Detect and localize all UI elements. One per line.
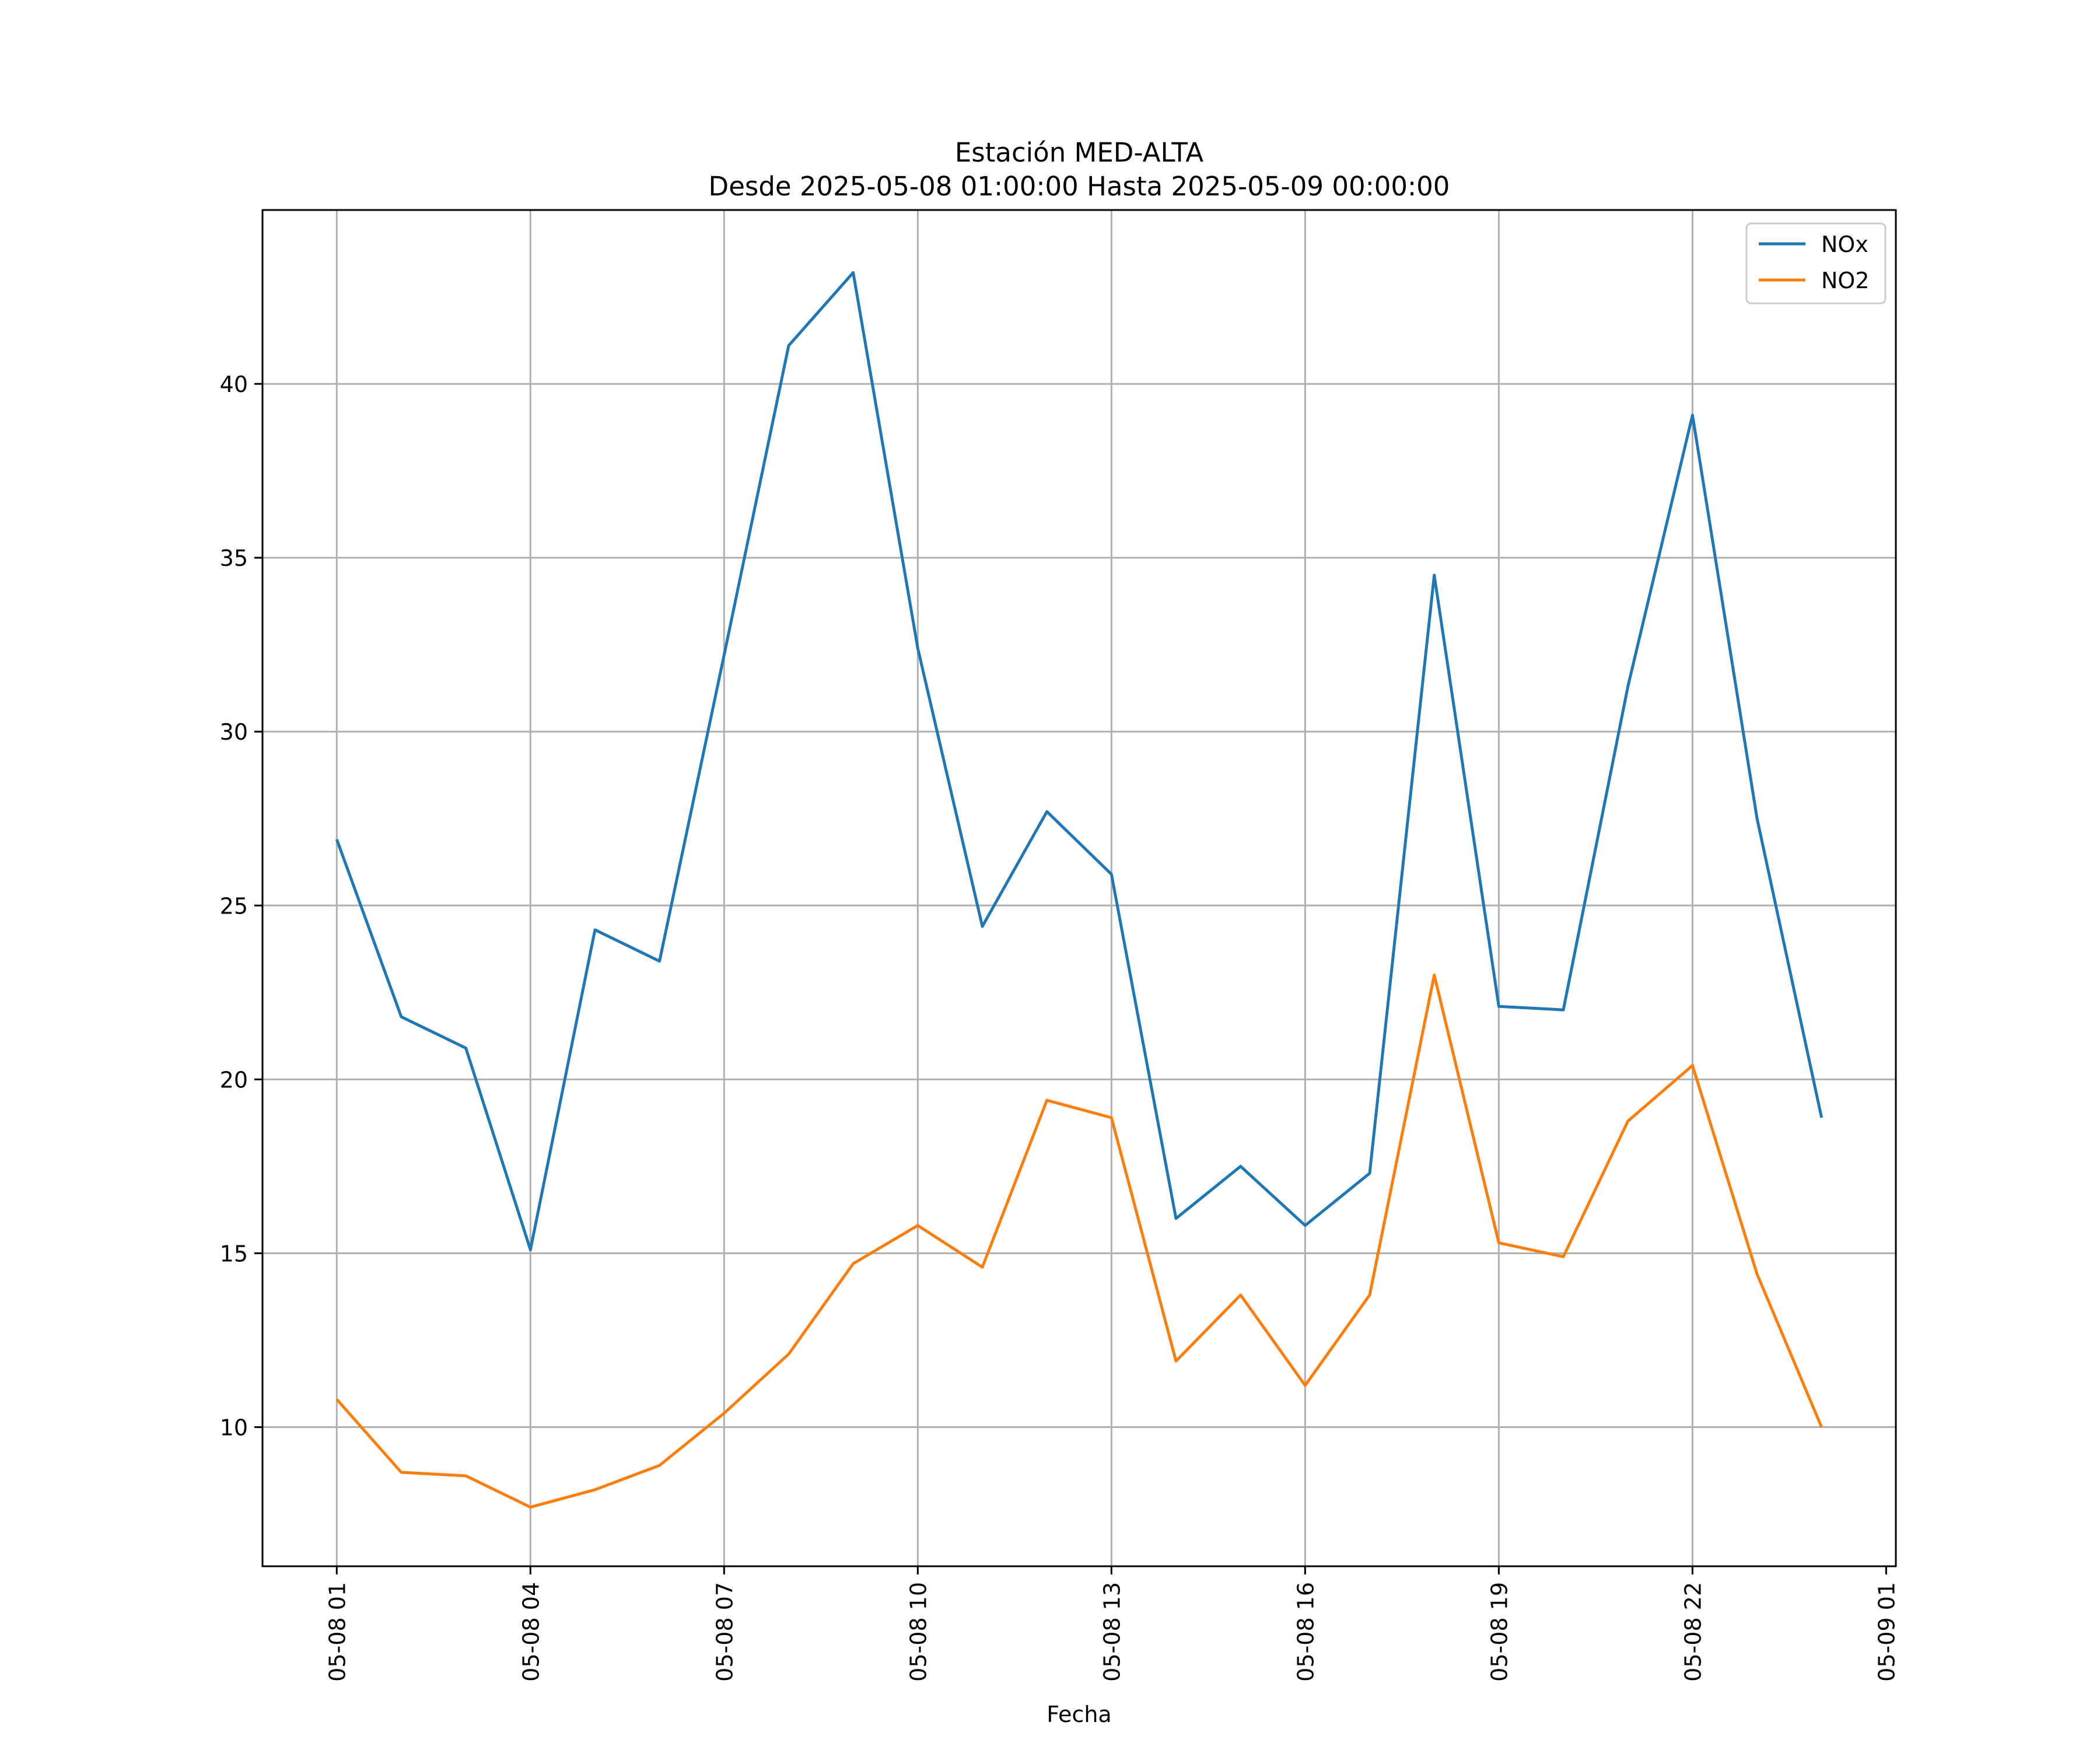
series-line-no2 <box>335 974 1824 1509</box>
y-tick-label: 30 <box>220 719 248 745</box>
grid <box>262 210 1896 1566</box>
x-axis-label: Fecha <box>1046 1702 1111 1727</box>
x-tick-label: 05-08 16 <box>1293 1582 1318 1682</box>
plot-frame <box>261 209 1897 1567</box>
x-tick-label: 05-08 04 <box>518 1582 544 1682</box>
y-tick-label: 15 <box>220 1241 248 1266</box>
x-axis: 05-08 01 05-08 04 05-08 07 05-08 10 05-08 13… <box>324 1566 1899 1682</box>
chart-subtitle: Desde 2025-05-08 01:00:00 Hasta 2025-05-… <box>709 171 1450 202</box>
x-tick-label: 05-08 07 <box>712 1582 737 1682</box>
x-tick-label: 05-08 19 <box>1486 1582 1512 1682</box>
x-tick-label: 05-08 13 <box>1099 1582 1125 1682</box>
x-tick-label: 05-08 22 <box>1680 1582 1706 1682</box>
y-tick-label: 40 <box>220 372 248 397</box>
y-axis: 10 15 20 25 30 35 40 <box>220 372 262 1441</box>
legend-label-nox: NOx <box>1821 232 1868 257</box>
series-line-nox <box>335 271 1824 1251</box>
x-tick-label: 05-08 01 <box>324 1582 350 1682</box>
y-tick-label: 10 <box>220 1415 248 1441</box>
x-tick-label: 05-09 01 <box>1874 1582 1899 1682</box>
x-tick-label: 05-08 10 <box>905 1582 931 1682</box>
y-tick-label: 35 <box>220 545 248 571</box>
y-tick-label: 25 <box>220 893 248 919</box>
series-lines <box>335 271 1824 1509</box>
chart-title: Estación MED-ALTA <box>955 137 1204 168</box>
legend: NOx NO2 <box>1745 222 1887 304</box>
legend-label-no2: NO2 <box>1821 268 1870 293</box>
y-tick-label: 20 <box>220 1067 248 1093</box>
